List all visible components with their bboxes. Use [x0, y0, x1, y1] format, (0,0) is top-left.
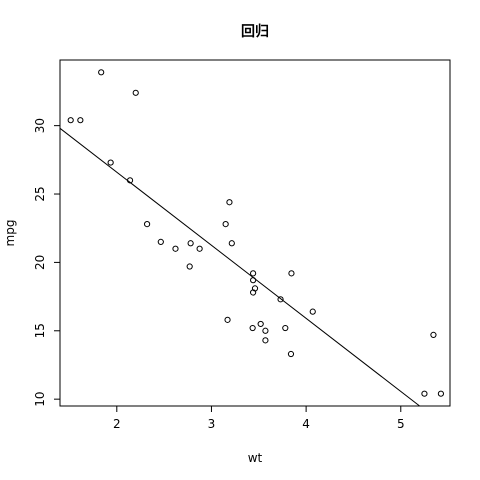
data-point: [251, 285, 259, 292]
data-point: [132, 89, 139, 96]
data-point: [224, 316, 231, 323]
data-point: [186, 263, 193, 270]
x-tick-label: 4: [302, 417, 310, 431]
data-point: [196, 245, 203, 252]
x-axis-label: wt: [248, 451, 263, 465]
data-point: [430, 331, 437, 338]
data-point: [107, 159, 114, 166]
data-point: [222, 221, 229, 228]
plot-box: [59, 59, 451, 407]
data-point: [287, 350, 295, 358]
data-point: [98, 69, 105, 76]
data-point: [77, 117, 84, 124]
chart-title: 回归: [241, 23, 269, 40]
regression-line-layer: [59, 127, 420, 407]
data-point: [249, 324, 256, 332]
data-point: [437, 390, 445, 397]
data-point: [288, 270, 295, 277]
y-tick-label: 10: [33, 392, 47, 407]
y-tick-label: 30: [33, 118, 47, 133]
data-point: [67, 117, 74, 124]
data-point: [262, 337, 269, 344]
data-point: [172, 245, 179, 252]
y-tick-label: 25: [33, 186, 47, 201]
x-axis: 2 3 4 5: [113, 406, 405, 431]
data-point: [421, 390, 428, 397]
x-tick-label: 3: [208, 417, 216, 431]
data-point: [262, 327, 269, 334]
y-axis-label: mpg: [3, 220, 17, 247]
x-tick-label: 5: [397, 417, 405, 431]
x-tick-label: 2: [113, 417, 121, 431]
data-point: [277, 296, 284, 303]
data-point: [250, 277, 257, 284]
data-point: [226, 199, 233, 206]
data-point: [250, 270, 257, 277]
y-tick-label: 20: [33, 255, 47, 270]
data-point: [187, 240, 194, 247]
data-point: [126, 177, 134, 184]
y-axis: 10 15 20 25 30: [33, 118, 60, 407]
y-tick-label: 15: [33, 323, 47, 338]
points-layer: [67, 69, 445, 397]
data-point: [228, 240, 235, 247]
data-point: [282, 324, 289, 332]
data-point: [143, 221, 151, 228]
data-point: [157, 238, 164, 245]
regression-line: [59, 127, 420, 407]
data-point: [257, 320, 264, 328]
data-point: [309, 308, 316, 315]
